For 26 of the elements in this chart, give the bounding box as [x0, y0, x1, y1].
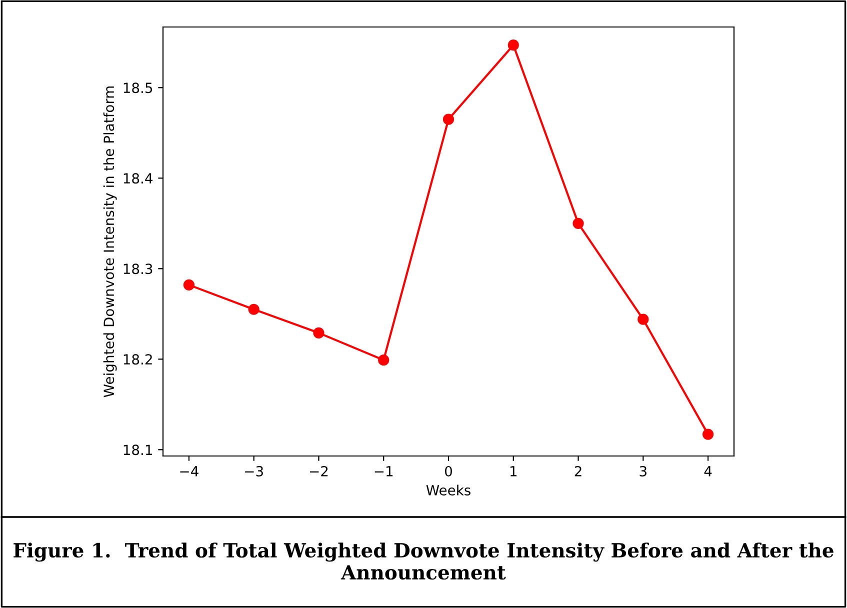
point	[313, 327, 324, 338]
text: Figure 1. Trend of Total Weighted Downvote Intensity Before and After the Announcement	[14, 542, 834, 580]
x-tick-label: 2	[574, 466, 582, 476]
point	[572, 218, 584, 229]
point	[378, 354, 390, 366]
y-axis-title: Weighted Downvote Intensity in the Platform	[103, 86, 117, 398]
point	[183, 279, 195, 290]
x-tick-label: 0	[444, 466, 452, 476]
x-tick-label: 4	[704, 466, 712, 476]
x-tick-label: 3	[640, 466, 646, 476]
point	[248, 304, 260, 315]
x-tick-label: −2	[310, 466, 328, 476]
point	[442, 114, 454, 125]
point	[702, 428, 714, 440]
y-tick-label: 18.1	[124, 444, 152, 456]
y-tick-label: 18.4	[124, 173, 152, 184]
x-tick-label: −1	[374, 466, 393, 476]
y-tick-label: 18.5	[124, 82, 152, 94]
x-tick-label: −4	[180, 466, 198, 476]
y-tick-label: 18.3	[124, 264, 152, 274]
point	[638, 314, 649, 325]
x-tick-label: 1	[510, 466, 517, 476]
point	[508, 40, 519, 51]
y-tick-label: 18.2	[124, 354, 152, 365]
x-axis-title: Weeks	[426, 484, 470, 496]
x-tick-label: −3	[245, 466, 263, 476]
